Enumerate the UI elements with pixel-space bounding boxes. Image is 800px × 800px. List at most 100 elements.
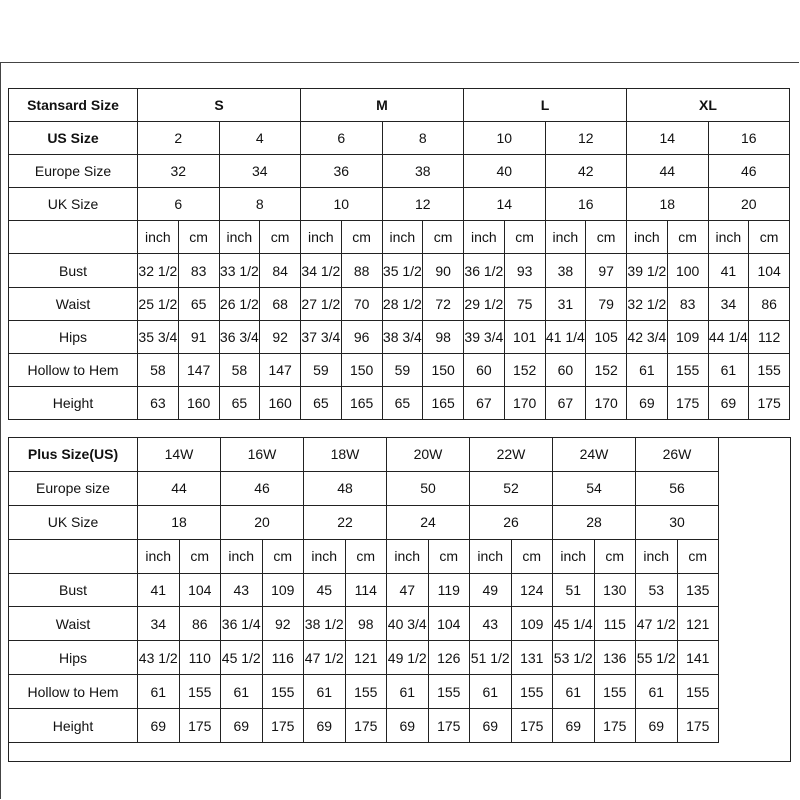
row: Height 63 160 65 160 65 165 65 165 67 170 67 170 69 17… [8, 385, 790, 421]
cell: 121 [676, 606, 719, 642]
row-label: Bust [8, 253, 138, 288]
cell: 20 [707, 187, 790, 222]
row: Hollow to Hem 61 155 61 155 61 155 61 155 61 155 61… [8, 674, 719, 709]
cell: 49 [469, 572, 512, 608]
cell: 14 [626, 121, 709, 156]
cell: 91 [177, 319, 220, 354]
cell: 152 [503, 352, 546, 387]
cell: 28 [552, 504, 636, 540]
cell: 69 [220, 708, 263, 743]
cell: inch [552, 538, 595, 574]
cell: 25 1/2 [137, 286, 179, 321]
cell: 37 3/4 [300, 319, 342, 354]
cell: 61 [626, 352, 668, 387]
cell: 10 [300, 187, 383, 222]
cell: 116 [261, 640, 304, 676]
cell: 150 [422, 352, 464, 387]
row: inch cm inch cm inch cm inch cm inch cm inch cm inch… [8, 538, 719, 574]
cell: cm [676, 538, 719, 574]
cell: 152 [585, 352, 627, 387]
cell: cm [177, 220, 220, 255]
cell: 39 1/2 [626, 253, 668, 288]
cell: 34 1/2 [300, 253, 342, 288]
cell: 48 [303, 470, 387, 506]
cell: 52 [469, 470, 553, 506]
cell: 60 [463, 352, 505, 387]
cell: 28 1/2 [381, 286, 424, 321]
cell: 26 1/2 [218, 286, 261, 321]
cell: cm [259, 220, 301, 255]
cell: 65 [218, 385, 261, 421]
cell: 155 [178, 674, 221, 709]
row-label: Hips [8, 319, 138, 354]
cell: inch [218, 220, 261, 255]
row-label: Hollow to Hem [8, 352, 138, 387]
cell: 38 [381, 154, 464, 189]
cell: 84 [259, 253, 301, 288]
cell: cm [748, 220, 790, 255]
cell: 40 [463, 154, 546, 189]
cell: 46 [707, 154, 790, 189]
cell: 61 [469, 674, 512, 709]
cell: 14W [137, 437, 221, 472]
cell: 124 [510, 572, 553, 608]
cell: 40 3/4 [386, 606, 429, 642]
cell: 61 [635, 674, 678, 709]
row-label [8, 538, 138, 574]
cell: 41 1/4 [544, 319, 587, 354]
row: Hips 35 3/4 91 36 3/4 92 37 3/4 96 38 3/4 98 39 3… [8, 319, 790, 354]
cell: 6 [137, 187, 220, 222]
cell: 69 [469, 708, 512, 743]
cell: 93 [503, 253, 546, 288]
cell: 104 [748, 253, 790, 288]
row: Hollow to Hem 58 147 58 147 59 150 59 150 60 152 60… [8, 352, 790, 387]
cell: 38 3/4 [381, 319, 424, 354]
cell: 104 [427, 606, 470, 642]
cell: 68 [259, 286, 301, 321]
cell: 175 [510, 708, 553, 743]
cell: 47 1/2 [303, 640, 346, 676]
cell: 86 [178, 606, 221, 642]
cell: 22W [469, 437, 553, 472]
cell: 44 [626, 154, 709, 189]
cell: 101 [503, 319, 546, 354]
row-label: Bust [8, 572, 138, 608]
cell: 32 [137, 154, 220, 189]
cell: 31 [544, 286, 587, 321]
cell: 175 [676, 708, 719, 743]
cell: 92 [259, 319, 301, 354]
row: Europe Size 32 34 36 38 40 42 44 46 [8, 154, 790, 189]
cell: inch [544, 220, 587, 255]
cell: 112 [748, 319, 790, 354]
cell: 69 [386, 708, 429, 743]
cell: 18 [137, 504, 221, 540]
cell: 59 [300, 352, 342, 387]
cell: 170 [503, 385, 546, 421]
cell: 130 [593, 572, 636, 608]
cell: 29 1/2 [463, 286, 505, 321]
cell: 83 [666, 286, 709, 321]
cell: 45 1/4 [552, 606, 595, 642]
cell: inch [137, 220, 179, 255]
cell: 43 [220, 572, 263, 608]
cell: inch [626, 220, 668, 255]
cell: 88 [340, 253, 383, 288]
cell: 34 [137, 606, 180, 642]
cell: 24W [552, 437, 636, 472]
cell: 41 [707, 253, 750, 288]
row-label: US Size [8, 121, 138, 156]
row: Bust 41 104 43 109 45 114 47 119 49 124 51 130 53 135 [8, 572, 719, 608]
cell: 109 [510, 606, 553, 642]
row: US Size 2 4 6 8 10 12 14 16 [8, 121, 790, 156]
cell: 60 [544, 352, 587, 387]
standard-size-table: Stansard Size S M L XL US Size 2 4 6 8 10 12 14 16 Eur… [8, 87, 790, 421]
cell: 36 [300, 154, 383, 189]
cell: cm [344, 538, 387, 574]
cell: cm [666, 220, 709, 255]
cell: 155 [666, 352, 709, 387]
row: Europe size 44 46 48 50 52 54 56 [8, 470, 719, 506]
cell: 109 [666, 319, 709, 354]
cell: 47 1/2 [635, 606, 678, 642]
cell: 131 [510, 640, 553, 676]
